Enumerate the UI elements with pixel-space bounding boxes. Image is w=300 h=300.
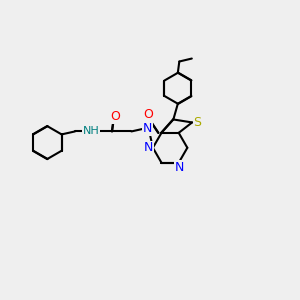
Text: S: S: [194, 116, 201, 129]
Text: NH: NH: [83, 126, 100, 136]
Text: N: N: [175, 161, 184, 174]
Text: O: O: [110, 110, 120, 123]
Text: N: N: [143, 122, 152, 135]
Text: O: O: [143, 108, 153, 121]
Text: N: N: [144, 141, 153, 154]
